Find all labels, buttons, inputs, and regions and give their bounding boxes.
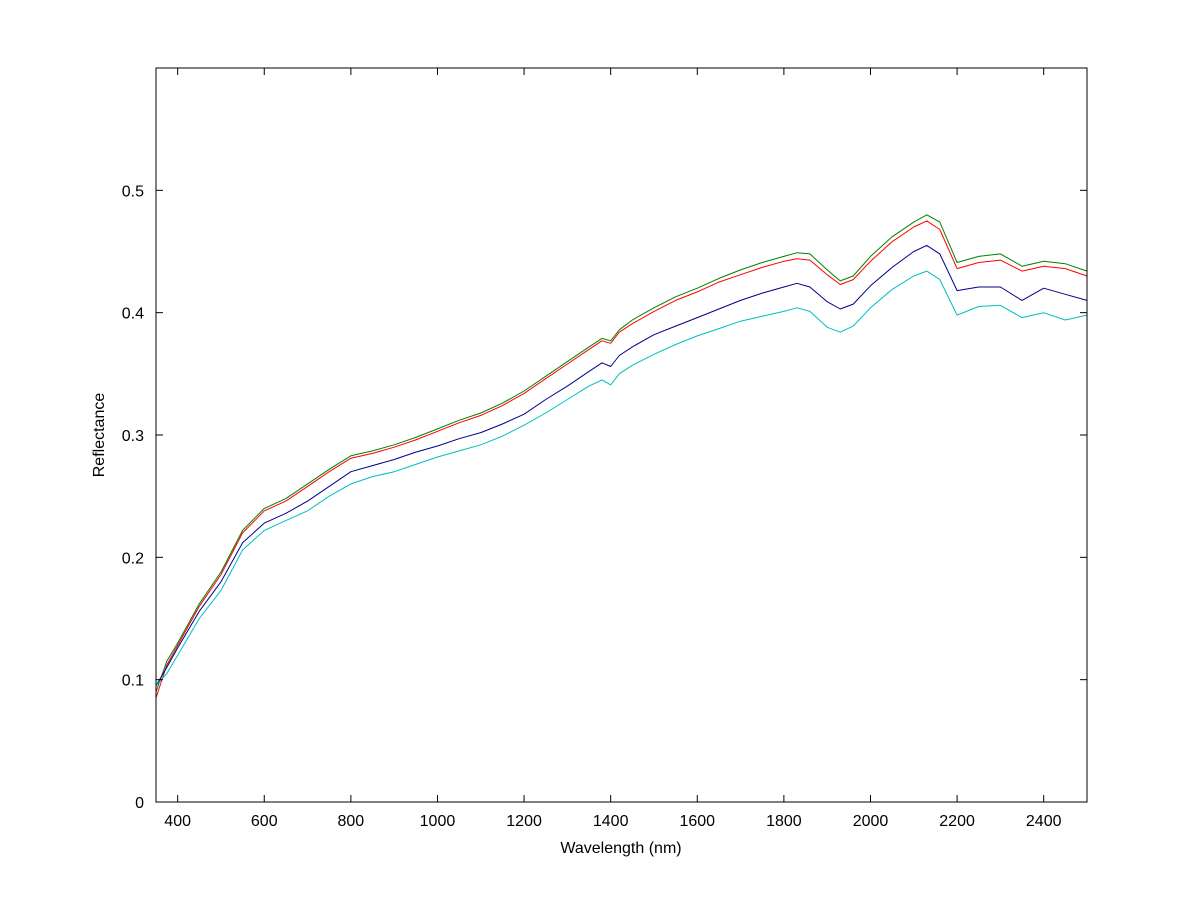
series-line-4 [155,270,1088,687]
y-tick-label: 0.4 [122,306,144,323]
x-tick-label: 1200 [506,813,542,830]
x-tick-label: 1000 [420,813,456,830]
x-tick-label: 400 [164,813,191,830]
x-tick-label: 1400 [593,813,629,830]
y-tick-label: 0.2 [122,550,144,567]
series-layer [155,214,1088,699]
y-tick-label: 0.5 [122,183,144,200]
x-axis-label: Wavelength (nm) [560,840,681,857]
series-line-3 [155,244,1088,687]
series-line-2 [155,220,1088,699]
x-tick-label: 1600 [679,813,715,830]
y-tick-label: 0.3 [122,428,144,445]
y-tick-label: 0 [135,795,144,812]
y-tick-label: 0.1 [122,673,144,690]
y-axis-label: Reflectance [91,393,108,478]
plot-frame [155,67,1088,803]
x-tick-label: 800 [338,813,365,830]
x-tick-label: 600 [251,813,278,830]
x-tick-label: 1800 [766,813,802,830]
x-tick-label: 2200 [939,813,975,830]
x-tick-label: 2400 [1026,813,1062,830]
ticks-layer: 400 600 800 1000 1200 1400 1600 1800 2000 2200 240… [122,68,1087,830]
x-tick-label: 2000 [853,813,889,830]
series-line-1 [155,214,1088,693]
